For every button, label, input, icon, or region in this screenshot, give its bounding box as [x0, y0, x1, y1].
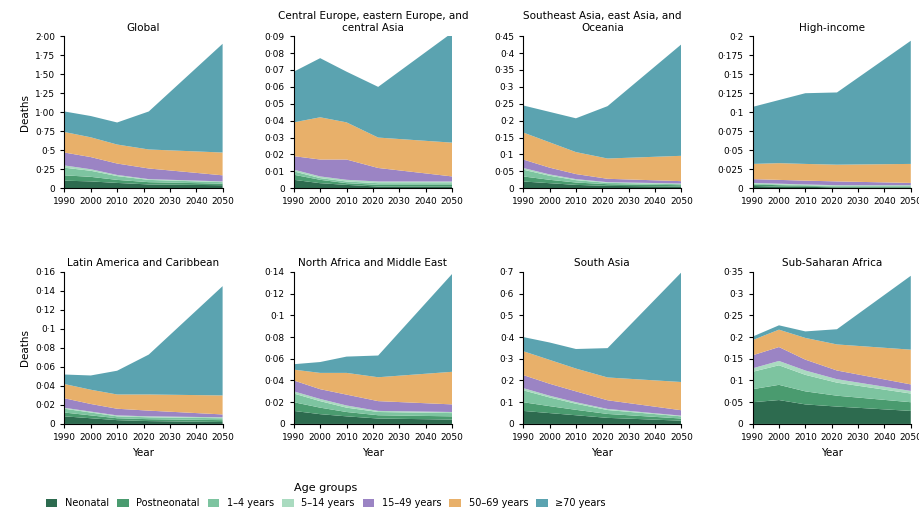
Title: High-income: High-income — [798, 23, 864, 33]
Title: Global: Global — [127, 23, 160, 33]
Title: Central Europe, eastern Europe, and
central Asia: Central Europe, eastern Europe, and cent… — [278, 11, 468, 33]
Title: Sub-Saharan Africa: Sub-Saharan Africa — [781, 258, 881, 268]
X-axis label: Year: Year — [361, 448, 383, 458]
X-axis label: Year: Year — [132, 448, 154, 458]
Title: North Africa and Middle East: North Africa and Middle East — [298, 258, 447, 268]
Title: Southeast Asia, east Asia, and
Oceania: Southeast Asia, east Asia, and Oceania — [523, 11, 681, 33]
Legend: Neonatal, Postneonatal, 1–4 years, 5–14 years, 15–49 years, 50–69 years, ≥70 yea: Neonatal, Postneonatal, 1–4 years, 5–14 … — [41, 479, 609, 512]
X-axis label: Year: Year — [591, 448, 613, 458]
Title: Latin America and Caribbean: Latin America and Caribbean — [67, 258, 220, 268]
X-axis label: Year: Year — [820, 448, 842, 458]
Y-axis label: Deaths: Deaths — [19, 94, 29, 131]
Title: South Asia: South Asia — [573, 258, 630, 268]
Y-axis label: Deaths: Deaths — [19, 329, 29, 367]
